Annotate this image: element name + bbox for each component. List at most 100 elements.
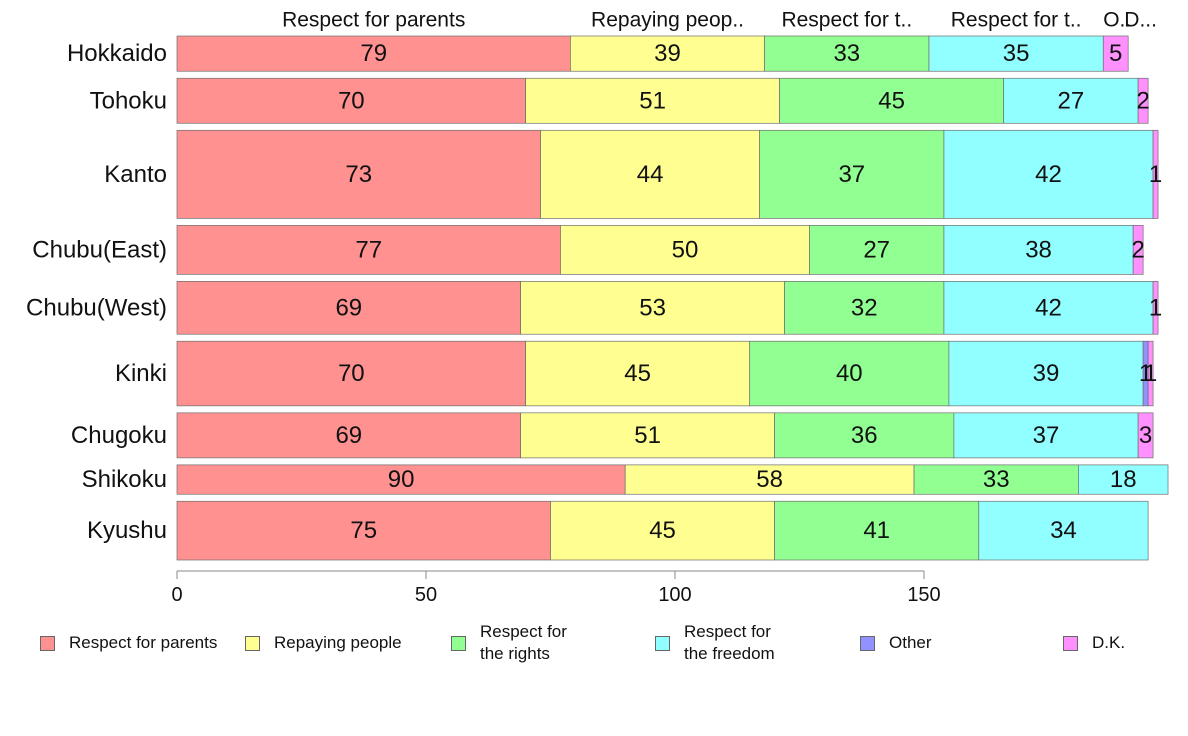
data-label: 40 [836, 360, 863, 387]
legend-swatch [40, 635, 55, 651]
bar-segment-repaying-people [570, 35, 765, 72]
data-label: 51 [634, 422, 661, 449]
legend-item-respect-for-parents: Respect for parents [40, 618, 217, 668]
data-label: 36 [851, 422, 878, 449]
bar-segment-respect-for-the-freedom [943, 281, 1154, 335]
data-label: 90 [388, 466, 415, 493]
bar-segment-respect-for-parents [176, 340, 526, 407]
legend-label: Other [889, 633, 932, 652]
data-label: 34 [1050, 517, 1077, 544]
data-label: 58 [756, 466, 783, 493]
bar-segment-respect-for-the-rights [774, 500, 980, 561]
y-tick-label: Hokkaido [67, 40, 167, 67]
bar-row-kanto: 73 44 37 42 1 [176, 129, 1162, 219]
bar-row-shikoku: 90 58 33 18 [176, 464, 1169, 495]
data-label: 37 [1033, 422, 1060, 449]
bar-row-kyushu: 75 45 41 34 [176, 500, 1149, 561]
bar-segment-respect-for-the-rights [759, 129, 945, 219]
bar-row-tohoku: 70 51 45 27 2 [176, 77, 1150, 124]
legend-swatch [245, 635, 260, 651]
x-tick-label: 0 [171, 584, 182, 606]
legend-item-respect-for-the-freedom: Respect for the freedom [655, 618, 775, 668]
bar-row-chubu-east: 77 50 27 38 2 [176, 225, 1145, 275]
bar-segment-d-k [1137, 77, 1149, 124]
data-label: 50 [672, 236, 699, 263]
bar-row-kinki: 70 45 40 39 11 [176, 340, 1157, 407]
data-label: 1 [1144, 360, 1157, 387]
x-axis: 0 50 100 150 [171, 570, 941, 606]
bar-segment-repaying-people [550, 500, 775, 561]
bar-segment-respect-for-parents [176, 464, 626, 495]
data-label: 42 [1035, 294, 1062, 321]
x-tick-label: 100 [658, 584, 691, 606]
series-header-label: O.. [1103, 9, 1131, 32]
data-label: 37 [838, 161, 865, 188]
data-label: 5 [1109, 40, 1122, 67]
series-header-label: Respect for parents [282, 9, 465, 32]
bar-segment-respect-for-the-freedom [1078, 464, 1169, 495]
bar-segment-respect-for-the-rights [809, 225, 945, 275]
data-label: 27 [1058, 87, 1085, 114]
bar-segment-respect-for-the-freedom [978, 500, 1149, 561]
data-label: 35 [1003, 40, 1030, 67]
data-label: 79 [360, 40, 387, 67]
data-label: 73 [345, 161, 372, 188]
legend-label: Respect for the freedom [684, 622, 775, 663]
bar-segment-respect-for-parents [176, 129, 541, 219]
data-label: 32 [851, 294, 878, 321]
series-headers: Respect for parents Repaying peop.. Respec… [282, 9, 1157, 32]
x-tick-label: 150 [907, 584, 940, 606]
bar-segment-repaying-people [624, 464, 915, 495]
bar-segment-respect-for-the-freedom [943, 225, 1134, 275]
bar-segment-d-k [1137, 412, 1154, 459]
bar-segment-respect-for-the-rights [764, 35, 930, 72]
legend-label: Respect for parents [69, 633, 218, 652]
y-tick-label: Chubu(East) [32, 236, 167, 263]
series-header-label: D... [1124, 9, 1157, 32]
data-label: 39 [654, 40, 681, 67]
y-tick-label: Tohoku [90, 87, 167, 114]
data-label: 75 [350, 517, 377, 544]
series-header-label: Repaying peop.. [591, 9, 744, 32]
bar-segment-d-k [1132, 225, 1144, 275]
bar-segment-respect-for-the-freedom [948, 340, 1144, 407]
bar-row-hokkaido: 79 39 33 35 5 [176, 35, 1129, 72]
bar-segment-respect-for-the-rights [779, 77, 1005, 124]
data-label: 45 [649, 517, 676, 544]
data-label: 70 [338, 87, 365, 114]
bar-segment-respect-for-the-rights [774, 412, 955, 459]
legend: Respect for parents Repaying people Resp… [0, 618, 1188, 668]
data-label: 69 [335, 294, 362, 321]
data-label: 44 [637, 161, 664, 188]
legend-item-dk: D.K. [1063, 618, 1125, 668]
data-label: 41 [863, 517, 890, 544]
data-label: 42 [1035, 161, 1062, 188]
data-label: 1 [1149, 161, 1162, 188]
bar-segment-respect-for-parents [176, 412, 521, 459]
bar-segment-respect-for-the-freedom [928, 35, 1104, 72]
y-axis-labels: Hokkaido Tohoku Kanto Chubu(East) Chubu(West… [26, 40, 167, 544]
y-tick-label: Shikoku [82, 466, 167, 493]
bar-segment-respect-for-the-freedom [1003, 77, 1139, 124]
bar-segment-respect-for-parents [176, 500, 551, 561]
bar-segment-respect-for-parents [176, 225, 561, 275]
legend-swatch [451, 635, 466, 651]
bar-row-chubu-west: 69 53 32 42 1 [176, 281, 1162, 335]
data-label: 51 [639, 87, 666, 114]
y-tick-label: Chugoku [71, 422, 167, 449]
data-label: 2 [1136, 87, 1149, 114]
data-label: 2 [1131, 236, 1144, 263]
data-label: 39 [1033, 360, 1060, 387]
legend-item-repaying-people: Repaying people [245, 618, 402, 668]
data-label: 69 [335, 422, 362, 449]
y-tick-label: Kanto [104, 161, 167, 188]
bar-segment-d-k [1152, 129, 1159, 219]
data-label: 45 [878, 87, 905, 114]
bar-segment-repaying-people [525, 340, 751, 407]
data-label: 33 [983, 466, 1010, 493]
series-header-label: Respect for t.. [781, 9, 912, 32]
data-label: 18 [1110, 466, 1137, 493]
y-tick-label: Kyushu [87, 517, 167, 544]
legend-item-respect-for-the-rights: Respect for the rights [451, 618, 567, 668]
